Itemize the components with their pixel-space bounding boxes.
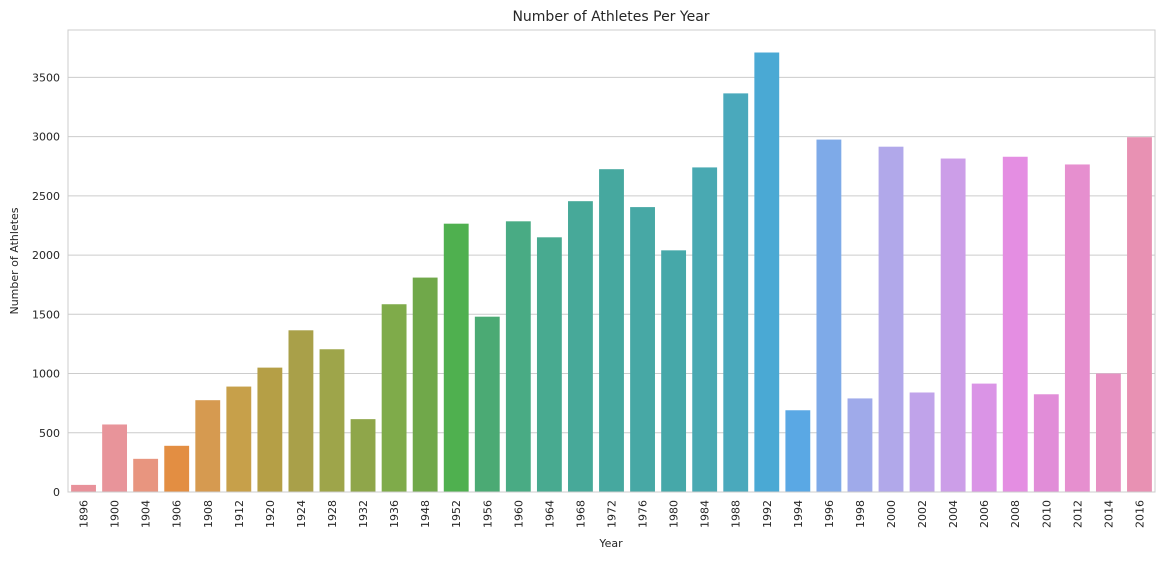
bars bbox=[71, 52, 1152, 493]
x-tick-label: 2012 bbox=[1071, 500, 1084, 528]
x-tick-label: 2000 bbox=[885, 500, 898, 528]
bar-1908 bbox=[195, 400, 221, 492]
x-tick-label: 1896 bbox=[78, 500, 91, 528]
bar-1932 bbox=[350, 419, 376, 492]
x-tick-label: 1968 bbox=[574, 500, 587, 528]
x-tick-label: 1920 bbox=[264, 500, 277, 528]
x-tick-label: 1928 bbox=[326, 500, 339, 528]
x-tick-label: 2006 bbox=[978, 500, 991, 528]
bar-1904 bbox=[133, 458, 159, 492]
x-tick-label: 1908 bbox=[202, 500, 215, 528]
bar-1980 bbox=[661, 250, 687, 492]
x-tick-label: 2014 bbox=[1102, 500, 1115, 528]
x-axis-label: Year bbox=[598, 537, 623, 550]
bar-1988 bbox=[723, 93, 749, 492]
x-tick-label: 1900 bbox=[109, 500, 122, 528]
x-tick-label: 1988 bbox=[730, 500, 743, 528]
bar-1998 bbox=[847, 398, 873, 492]
y-tick-label: 3500 bbox=[32, 71, 60, 84]
y-tick-label: 1500 bbox=[32, 308, 60, 321]
x-tick-label: 1998 bbox=[854, 500, 867, 528]
x-tick-label: 1984 bbox=[699, 500, 712, 528]
bar-2000 bbox=[878, 146, 904, 492]
bar-1994 bbox=[785, 410, 811, 492]
bar-2016 bbox=[1127, 137, 1152, 492]
bar-2010 bbox=[1033, 394, 1059, 492]
x-tick-label: 1924 bbox=[295, 500, 308, 528]
bar-2006 bbox=[971, 383, 997, 492]
x-tick-label: 1964 bbox=[543, 500, 556, 528]
y-tick-labels: 0 500 1000 1500 2000 2500 3000 3500 bbox=[32, 71, 60, 499]
bar-1912 bbox=[226, 386, 252, 492]
bar-1956 bbox=[474, 316, 500, 492]
bar-2002 bbox=[909, 392, 935, 492]
bar-2012 bbox=[1064, 164, 1090, 492]
x-tick-label: 1906 bbox=[171, 500, 184, 528]
bar-1896 bbox=[71, 484, 96, 492]
y-tick-label: 0 bbox=[53, 486, 60, 499]
bar-1960 bbox=[505, 221, 531, 493]
bar-1900 bbox=[102, 424, 128, 492]
bar-2004 bbox=[940, 158, 966, 492]
x-tick-label: 2010 bbox=[1040, 500, 1053, 528]
x-tick-label: 1972 bbox=[606, 500, 619, 528]
x-tick-label: 1992 bbox=[761, 500, 774, 528]
chart-title: Number of Athletes Per Year bbox=[512, 9, 709, 25]
y-tick-label: 1000 bbox=[32, 368, 60, 381]
x-tick-label: 1952 bbox=[450, 500, 463, 528]
x-tick-label: 1996 bbox=[823, 500, 836, 528]
y-tick-label: 2000 bbox=[32, 249, 60, 262]
bar-1936 bbox=[381, 304, 407, 492]
bar-1976 bbox=[630, 207, 655, 492]
x-tick-label: 2002 bbox=[916, 500, 929, 528]
bar-1924 bbox=[288, 330, 314, 492]
bar-1952 bbox=[443, 223, 469, 492]
bar-2008 bbox=[1002, 156, 1028, 492]
bar-1920 bbox=[257, 367, 283, 492]
y-axis-label: Number of Athletes bbox=[8, 207, 21, 314]
bar-1992 bbox=[754, 52, 780, 492]
bar-1964 bbox=[536, 237, 562, 492]
y-tick-label: 3000 bbox=[32, 131, 60, 144]
x-tick-label: 1912 bbox=[233, 500, 246, 528]
bar-1928 bbox=[319, 349, 345, 492]
bar-1948 bbox=[412, 277, 438, 492]
x-tick-label: 1980 bbox=[668, 500, 681, 528]
bar-2014 bbox=[1095, 373, 1121, 492]
x-tick-label: 1956 bbox=[481, 500, 494, 528]
bar-1996 bbox=[816, 139, 842, 493]
x-tick-label: 2004 bbox=[947, 500, 960, 528]
x-tick-label: 1976 bbox=[637, 500, 650, 528]
x-tick-label: 1960 bbox=[512, 500, 525, 528]
x-tick-label: 2016 bbox=[1133, 500, 1146, 528]
x-tick-labels: 1896 1900 1904 1906 1908 1912 1920 1924 1928 1932… bbox=[78, 500, 1147, 528]
bar-1984 bbox=[692, 167, 718, 492]
bar-1968 bbox=[568, 201, 593, 492]
x-tick-label: 1904 bbox=[140, 500, 153, 528]
x-tick-label: 2008 bbox=[1009, 500, 1022, 528]
x-tick-label: 1932 bbox=[357, 500, 370, 528]
y-tick-label: 2500 bbox=[32, 190, 60, 203]
x-tick-label: 1936 bbox=[388, 500, 401, 528]
bar-1906 bbox=[164, 445, 190, 492]
x-tick-label: 1948 bbox=[419, 500, 432, 528]
x-tick-label: 1994 bbox=[792, 500, 805, 528]
y-tick-label: 500 bbox=[39, 427, 60, 440]
bar-1972 bbox=[599, 169, 624, 492]
plot-frame bbox=[67, 29, 1156, 493]
